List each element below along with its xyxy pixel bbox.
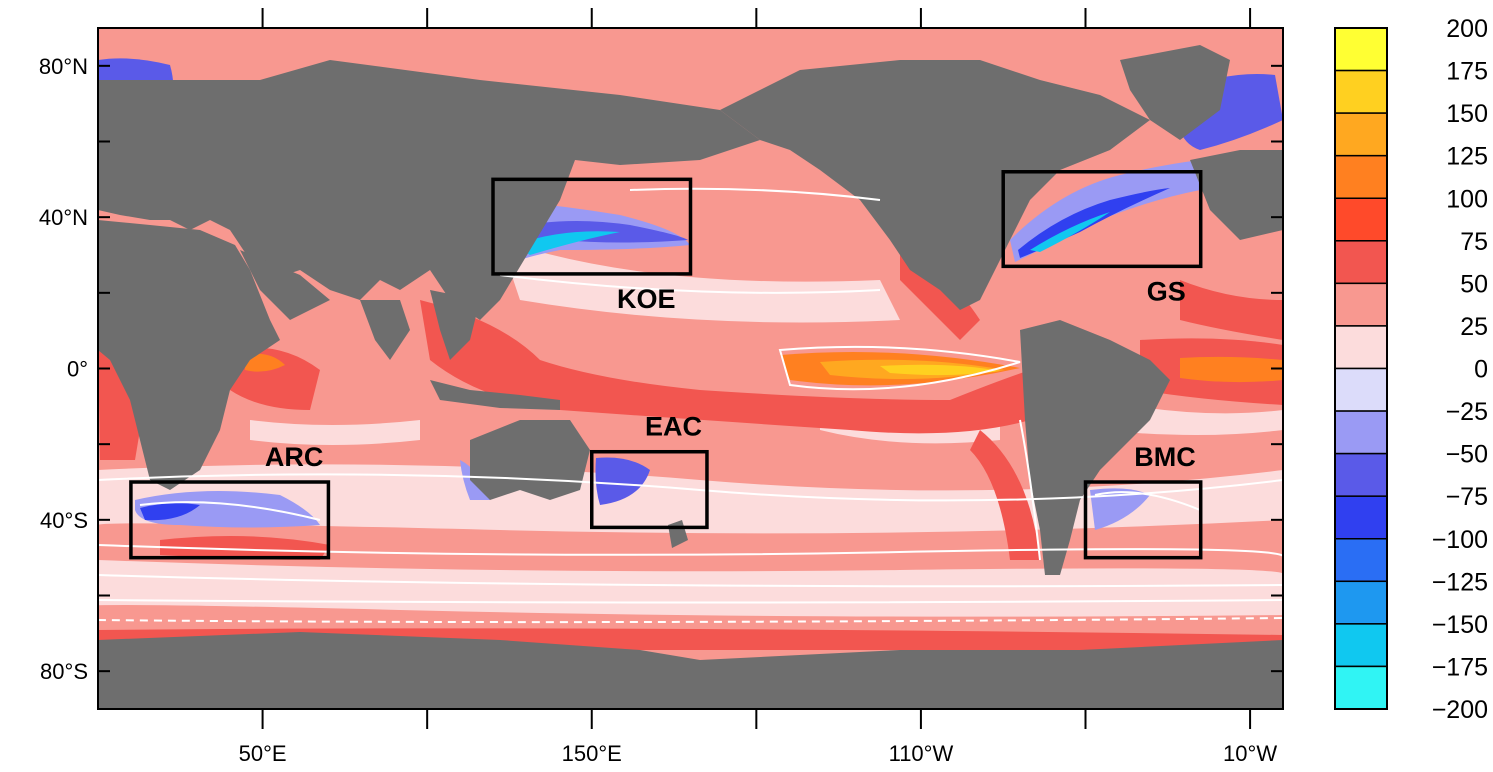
arabia-land [240,250,330,320]
colorbar-tick-label: 150 [1446,100,1488,128]
map-axes: 80°N 40°N 0° 40°S 80°S 50°E 150°E 110°W 10°W [39,8,1283,766]
colorbar-tick-label: −150 [1432,611,1488,639]
region-box-koe [491,177,693,276]
colorbar-swatch [1334,580,1388,625]
lon-tick-label: 50°E [239,741,287,766]
colorbar-tick-label: 75 [1460,228,1488,256]
region-label-gs: GS [1147,276,1186,306]
colorbar-tick-label: −200 [1432,696,1488,724]
colorbar-swatch [1334,112,1388,157]
eurasia-land [98,60,760,320]
africa-land [98,220,280,490]
colorbar-swatch [1334,538,1388,583]
region-label-bmc: BMC [1134,442,1196,472]
lat-tick-label: 0° [67,357,88,382]
southeast-asia-land [430,290,480,360]
colorbar-tick-label: 200 [1446,15,1488,43]
colorbar-swatch [1334,452,1388,497]
lon-tick-label: 150°E [562,741,622,766]
north-america-land [720,60,1150,310]
colorbar-swatch [1334,69,1388,114]
region-box-bmc [1083,480,1203,560]
colorbar-tick-label: −50 [1446,441,1488,469]
map-panel [98,28,1283,709]
colorbar-swatch [1334,27,1388,72]
colorbar-swatch [1334,410,1388,455]
colorbar-tick-label: 175 [1446,58,1488,86]
colorbar-tick-label: 0 [1474,356,1488,384]
europe-land [1190,150,1283,240]
lat-tick-label: 40°N [39,205,88,230]
colorbar-tick-label: −25 [1446,398,1488,426]
colorbar-tick-label: 100 [1446,185,1488,213]
lat-tick-label: 80°S [40,659,88,684]
land-masses [98,45,1283,709]
region-label-eac: EAC [645,412,702,442]
india-land [360,300,410,360]
greenland-land [1120,45,1230,140]
colorbar-swatch [1334,282,1388,327]
lon-tick-label: 110°W [889,741,954,766]
lat-tick-label: 80°N [39,54,88,79]
lon-tick-label: 10°W [1223,741,1277,766]
indonesia-land [430,380,560,410]
colorbar-tick-label: −75 [1446,483,1488,511]
colorbar-swatch [1334,197,1388,242]
colorbar-tick-label: 25 [1460,313,1488,341]
colorbar-swatch [1334,665,1388,710]
region-label-koe: KOE [617,284,676,314]
region-label-arc: ARC [265,442,324,472]
colorbar-swatch [1334,325,1388,370]
colorbar-swatch [1334,623,1388,668]
colorbar-tick-label: −100 [1432,526,1488,554]
south-america-land [1020,320,1170,575]
region-box-arc [129,480,331,560]
colorbar-swatch [1334,495,1388,540]
colorbar: 200 175 150 125 100 75 50 25 0 −25 −50 −75 −100 −125 −… [1334,15,1488,724]
region-box-eac [590,449,709,530]
contour-lines [98,187,1283,624]
colorbar-swatch [1334,367,1388,412]
lat-tick-label: 40°S [40,508,88,533]
antarctica-land [98,632,1283,709]
region-box-gs [1001,170,1203,269]
region-boxes: KOE GS ARC EAC BMC [129,170,1203,560]
colorbar-tick-label: 125 [1446,143,1488,171]
colorbar-swatch [1334,154,1388,199]
colorbar-tick-label: −175 [1432,653,1488,681]
colorbar-swatch [1334,240,1388,285]
colorbar-frame [1334,27,1388,710]
colorbar-tick-label: 50 [1460,270,1488,298]
colorbar-tick-label: −125 [1432,568,1488,596]
